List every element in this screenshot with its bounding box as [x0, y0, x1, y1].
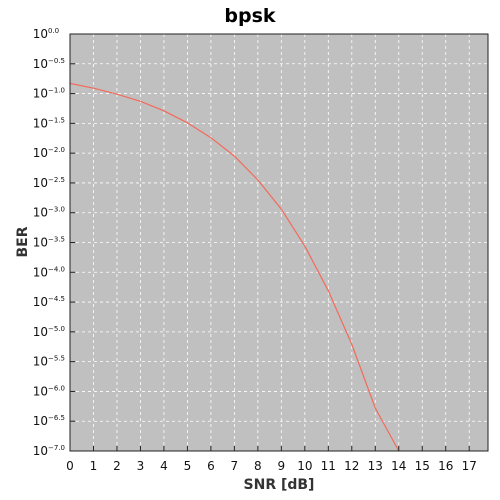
y-tick-exponent: −6.5: [48, 414, 65, 422]
y-tick-label: 10: [33, 414, 48, 428]
x-tick-label: 7: [231, 459, 239, 473]
y-tick-label: 10: [33, 57, 48, 71]
x-tick-label: 2: [113, 459, 121, 473]
y-tick-exponent: −0.5: [48, 57, 65, 65]
y-tick-exponent: −4.5: [48, 295, 65, 303]
x-tick-label: 14: [391, 459, 406, 473]
y-tick-exponent: −1.5: [48, 116, 65, 124]
y-tick-label: 10: [33, 384, 48, 398]
x-tick-label: 9: [278, 459, 286, 473]
x-tick-label: 0: [66, 459, 74, 473]
y-tick-label: 10: [33, 206, 48, 220]
y-tick-exponent: −2.0: [48, 146, 65, 154]
y-axis-ticks: 10 0.010 −0.510 −1.010 −1.510 −2.010 −2.510 −3.…: [33, 27, 75, 458]
y-tick-label: 10: [33, 265, 48, 279]
x-tick-label: 10: [297, 459, 312, 473]
x-tick-label: 8: [254, 459, 262, 473]
y-tick-label: 10: [33, 176, 48, 190]
y-tick-exponent: −3.5: [48, 236, 65, 244]
y-tick-label: 10: [33, 355, 48, 369]
x-tick-label: 4: [160, 459, 168, 473]
y-tick-label: 10: [33, 87, 48, 101]
y-tick-exponent: 0.0: [48, 27, 59, 35]
y-tick-exponent: −3.0: [48, 206, 65, 214]
x-tick-label: 3: [137, 459, 145, 473]
y-tick-exponent: −1.0: [48, 87, 65, 95]
chart-title: bpsk: [224, 5, 276, 27]
y-tick-label: 10: [33, 236, 48, 250]
y-tick-exponent: −4.0: [48, 265, 65, 273]
x-tick-label: 16: [438, 459, 453, 473]
y-tick-label: 10: [33, 295, 48, 309]
y-tick-exponent: −6.0: [48, 384, 65, 392]
y-tick-label: 10: [33, 27, 48, 41]
x-tick-label: 1: [90, 459, 98, 473]
y-tick-exponent: −5.0: [48, 325, 65, 333]
x-tick-label: 13: [368, 459, 383, 473]
x-axis-label: SNR [dB]: [244, 477, 315, 493]
x-tick-label: 6: [207, 459, 215, 473]
y-tick-label: 10: [33, 444, 48, 458]
y-tick-label: 10: [33, 325, 48, 339]
x-tick-label: 5: [184, 459, 192, 473]
y-tick-exponent: −7.0: [48, 444, 65, 452]
x-tick-label: 17: [462, 459, 477, 473]
x-tick-label: 12: [344, 459, 359, 473]
y-axis-label: BER: [15, 226, 31, 257]
y-tick-label: 10: [33, 146, 48, 160]
x-tick-label: 15: [415, 459, 430, 473]
y-tick-exponent: −2.5: [48, 176, 65, 184]
y-tick-label: 10: [33, 116, 48, 130]
y-tick-exponent: −5.5: [48, 355, 65, 363]
x-tick-label: 11: [321, 459, 336, 473]
